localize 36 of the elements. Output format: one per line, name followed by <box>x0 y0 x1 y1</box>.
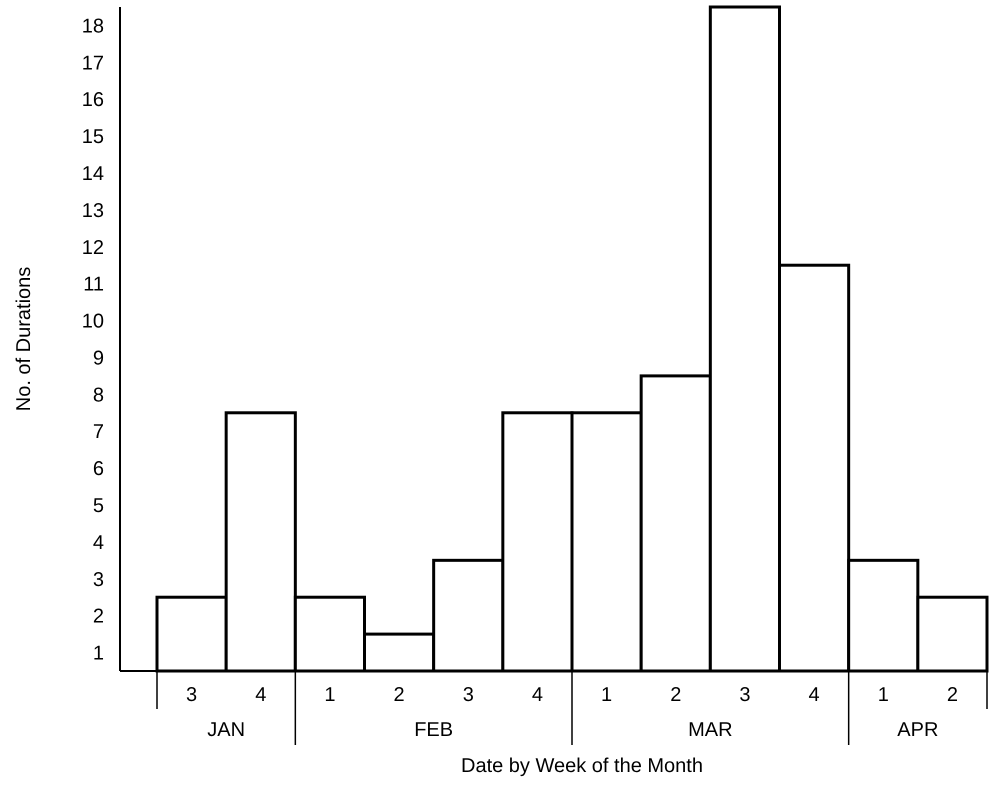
y-tick-label: 3 <box>92 568 104 591</box>
x-axis-title: Date by Week of the Month <box>461 755 703 777</box>
x-tick-label: 1 <box>878 684 889 706</box>
y-tick-label: 15 <box>82 126 104 148</box>
y-tick-label: 12 <box>82 236 104 259</box>
x-tick-label: 2 <box>946 684 958 706</box>
y-tick-label: 5 <box>92 495 104 517</box>
x-tick-label: 2 <box>394 684 405 706</box>
x-tick-label: 3 <box>462 684 474 706</box>
text: MAR <box>688 719 733 741</box>
y-tick-label: 7 <box>92 421 104 444</box>
y-tick-label: 2 <box>92 606 104 628</box>
y-tick-label: 1 <box>92 642 104 665</box>
x-tick-label: 1 <box>324 684 336 706</box>
y-tick-label: 11 <box>83 274 104 296</box>
x-tick-label: 2 <box>670 684 682 706</box>
text: APR <box>897 719 938 741</box>
text: JAN <box>207 719 246 741</box>
x-tick-label: 3 <box>739 684 750 706</box>
y-tick-label: 18 <box>82 15 104 38</box>
y-tick-label: 16 <box>82 89 104 112</box>
x-tick-label: 4 <box>532 684 543 706</box>
y-tick-label: 9 <box>92 347 104 370</box>
y-tick-label: 17 <box>82 52 104 74</box>
x-tick-label: 3 <box>186 684 198 706</box>
y-tick-label: 4 <box>92 532 104 554</box>
x-tick-label: 1 <box>601 684 612 706</box>
y-tick-label: 10 <box>82 310 104 333</box>
y-tick-label: 8 <box>92 384 104 406</box>
y-tick-label: 6 <box>92 458 104 480</box>
y-tick-label: 13 <box>82 200 104 222</box>
text: FEB <box>414 719 454 741</box>
x-tick-label: 4 <box>255 684 266 706</box>
x-tick-label: 4 <box>808 684 820 706</box>
y-tick-label: 14 <box>82 163 104 185</box>
y-axis-title: No. of Durations <box>13 266 35 412</box>
